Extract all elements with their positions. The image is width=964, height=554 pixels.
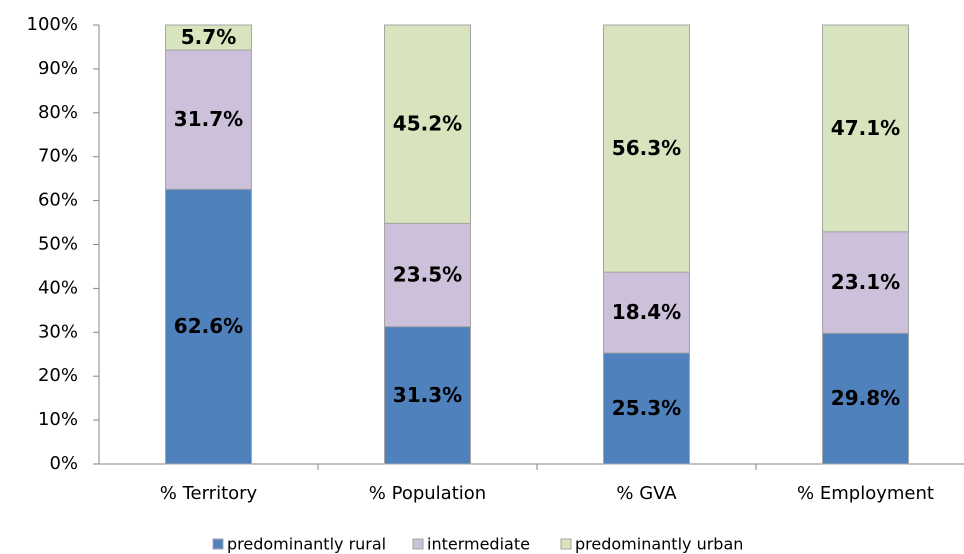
y-tick-label: 60% <box>38 190 78 211</box>
x-tick-label: % Territory <box>160 483 258 504</box>
data-label: 23.1% <box>831 270 900 294</box>
bar-segment <box>165 49 252 190</box>
legend-swatch <box>412 538 424 550</box>
y-tick-label: 0% <box>49 453 78 474</box>
bar-segment <box>603 352 690 465</box>
bar-segment <box>603 271 690 354</box>
bar-segment <box>384 222 471 328</box>
x-tick-label: % GVA <box>616 483 677 504</box>
legend-label: predominantly rural <box>227 535 386 554</box>
y-tick-label: 90% <box>38 58 78 79</box>
legend-swatch <box>560 538 572 550</box>
y-tick-label: 40% <box>38 277 78 298</box>
y-tick-label: 20% <box>38 365 78 386</box>
data-label: 31.3% <box>393 383 462 407</box>
legend-label: intermediate <box>427 535 530 554</box>
legend-label: predominantly urban <box>575 535 743 554</box>
data-label: 29.8% <box>831 386 900 410</box>
bar-segment <box>165 188 252 465</box>
data-label: 45.2% <box>393 112 462 136</box>
bar-segment <box>822 231 909 334</box>
data-label: 62.6% <box>174 314 243 338</box>
data-label: 5.7% <box>181 25 236 49</box>
data-label: 18.4% <box>612 300 681 324</box>
bar-segment <box>165 24 252 51</box>
y-tick-label: 10% <box>38 409 78 430</box>
data-label: 47.1% <box>831 116 900 140</box>
bar-segment <box>384 326 471 465</box>
bar-segment <box>603 24 690 273</box>
y-tick-label: 70% <box>38 146 78 167</box>
bar-segment <box>822 332 909 465</box>
legend-swatch <box>212 538 224 550</box>
bar-segment <box>384 24 471 224</box>
y-tick-label: 50% <box>38 234 78 255</box>
data-label: 56.3% <box>612 136 681 160</box>
data-label: 23.5% <box>393 263 462 287</box>
y-tick-label: 80% <box>38 102 78 123</box>
y-tick-label: 30% <box>38 321 78 342</box>
bar-segment <box>822 24 909 233</box>
x-tick-label: % Population <box>369 483 486 504</box>
data-label: 31.7% <box>174 107 243 131</box>
y-tick-label: 100% <box>27 14 78 35</box>
data-label: 25.3% <box>612 396 681 420</box>
x-tick-label: % Employment <box>797 483 934 504</box>
